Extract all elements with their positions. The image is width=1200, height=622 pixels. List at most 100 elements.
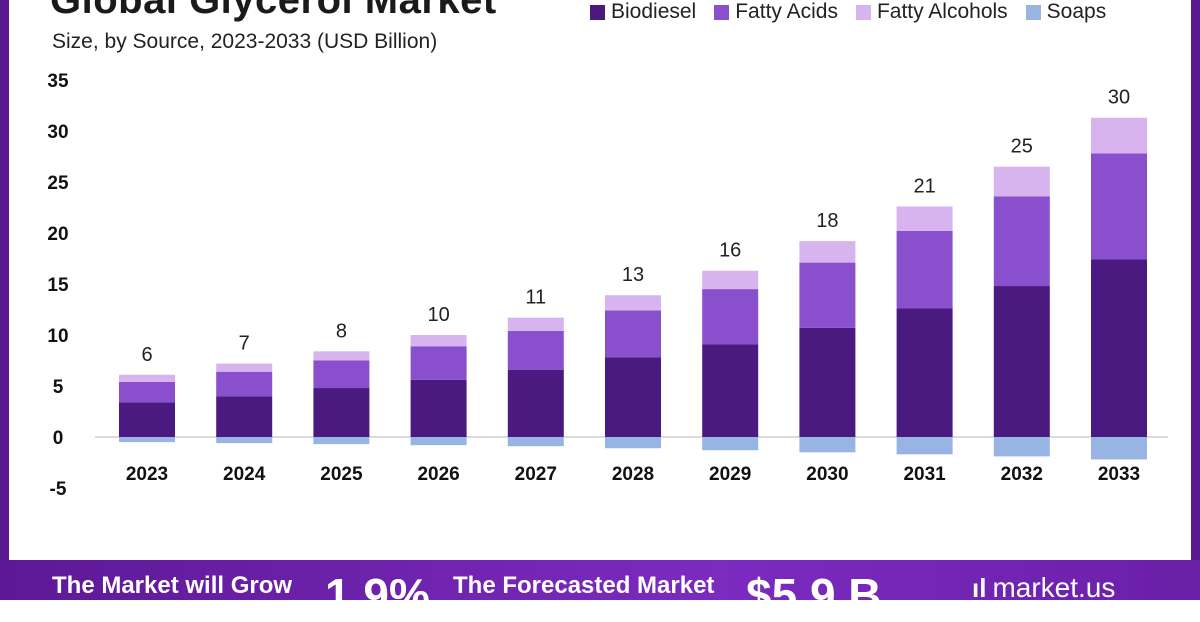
y-tick-label: 10 — [47, 326, 68, 347]
y-tick-label: 5 — [53, 377, 64, 398]
legend-item-soaps: Soaps — [1025, 0, 1107, 24]
bar-segment — [896, 308, 953, 437]
bar-total-label: 16 — [719, 240, 741, 262]
bar-chart-icon: ıl — [972, 572, 987, 603]
bar-segment — [896, 206, 953, 231]
bar-total-label: 7 — [239, 333, 250, 355]
legend-label-soaps: Soaps — [1046, 0, 1107, 23]
bar-segment — [605, 437, 661, 449]
bar-segment — [119, 381, 175, 403]
chart-legend: Biodiesel Fatty Acids Fatty Alcohols Soa… — [590, 0, 1106, 24]
y-tick-label: -5 — [50, 479, 67, 500]
bar-segment — [993, 196, 1050, 287]
legend-label-biodiesel: Biodiesel — [611, 0, 697, 23]
bar-segment — [1091, 117, 1147, 154]
legend-label-fatty-alcohols: Fatty Alcohols — [876, 0, 1008, 23]
bar-segment — [507, 369, 564, 437]
bar-segment — [507, 437, 564, 447]
bar-segment — [605, 310, 661, 358]
bar-segment — [702, 344, 759, 437]
legend-item-fatty-acids: Fatty Acids — [714, 0, 838, 24]
y-tick-label: 30 — [47, 122, 68, 143]
bar-total-label: 21 — [913, 175, 935, 197]
bar-segment — [702, 437, 759, 451]
legend-label-fatty-acids: Fatty Acids — [735, 0, 838, 23]
y-tick-label: 0 — [53, 428, 64, 449]
bar-segment — [313, 351, 370, 361]
y-tick-label: 20 — [47, 224, 68, 245]
bar-segment — [605, 295, 661, 311]
banner-grow-text: The Market will Grow — [52, 572, 293, 599]
bar-segment — [410, 346, 467, 380]
legend-item-fatty-alcohols: Fatty Alcohols — [855, 0, 1008, 24]
brand-name: market.us — [992, 572, 1116, 603]
right-frame-border — [1191, 0, 1200, 560]
bar-segment — [799, 262, 856, 328]
chart-title: Global Glycerol Market — [50, 0, 497, 22]
brand-logo: ıl market.us — [972, 572, 1115, 604]
y-tick-label: 25 — [47, 173, 69, 194]
banner-cagr-value: 1.9% — [325, 569, 430, 621]
x-tick-label: 2023 — [126, 464, 168, 485]
bar-segment — [1091, 259, 1147, 437]
bar-segment — [313, 388, 370, 437]
bar-segment — [993, 166, 1050, 197]
bar-segment — [313, 360, 370, 389]
bar-segment — [410, 335, 467, 347]
bottom-banner: The Market will Grow 1.9% The Forecasted… — [0, 560, 1200, 621]
bar-total-label: 13 — [622, 264, 644, 286]
y-tick-label: 35 — [47, 71, 69, 92]
bar-segment — [410, 379, 467, 437]
x-tick-label: 2031 — [903, 464, 946, 485]
chart-subtitle: Size, by Source, 2023-2033 (USD Billion) — [52, 30, 438, 53]
legend-item-biodiesel: Biodiesel — [590, 0, 696, 24]
bar-total-label: 25 — [1011, 136, 1033, 158]
bar-segment — [119, 437, 175, 443]
x-tick-label: 2030 — [806, 464, 848, 485]
x-tick-label: 2024 — [223, 464, 266, 485]
bar-total-label: 8 — [336, 320, 347, 342]
x-tick-label: 2032 — [1001, 464, 1043, 485]
x-tick-label: 2025 — [320, 464, 363, 485]
banner-forecast-text: The Forecasted Market — [453, 572, 715, 599]
bar-segment — [216, 396, 273, 437]
legend-swatch-fatty-acids — [714, 4, 730, 20]
x-tick-label: 2027 — [515, 464, 557, 485]
bar-total-label: 30 — [1108, 87, 1130, 109]
bar-segment — [1091, 153, 1147, 260]
bar-segment — [993, 286, 1050, 437]
x-tick-label: 2029 — [709, 464, 751, 485]
banner-forecast-value: $5.9 B — [746, 569, 882, 621]
legend-swatch-soaps — [1025, 4, 1041, 20]
left-frame-border — [0, 0, 9, 560]
bar-segment — [896, 437, 953, 455]
bar-segment — [702, 270, 759, 290]
bar-segment — [216, 363, 273, 372]
bar-total-label: 6 — [141, 344, 152, 366]
bar-segment — [216, 437, 273, 444]
bar-segment — [507, 317, 564, 331]
bar-segment — [799, 327, 856, 437]
bar-total-label: 18 — [816, 210, 838, 232]
bar-segment — [799, 437, 856, 453]
bar-segment — [507, 330, 564, 370]
bar-segment — [119, 402, 175, 437]
bar-segment — [1091, 437, 1147, 460]
bar-segment — [410, 437, 467, 446]
x-tick-label: 2026 — [417, 464, 459, 485]
legend-swatch-biodiesel — [590, 4, 605, 20]
x-tick-label: 2033 — [1098, 464, 1140, 485]
bar-segment — [313, 437, 370, 445]
stacked-bar-chart: 35 30 25 20 15 10 5 0 -5 6 2023 7 2024 8 2025 10 2026 11 2… — [47, 71, 1168, 500]
bar-segment — [799, 241, 856, 263]
bar-segment — [702, 289, 759, 345]
bar-segment — [119, 374, 175, 382]
bar-segment — [993, 437, 1050, 457]
y-tick-label: 15 — [47, 275, 69, 296]
x-tick-label: 2028 — [612, 464, 654, 485]
bar-segment — [605, 357, 661, 437]
bar-segment — [896, 230, 953, 309]
bar-total-label: 10 — [427, 304, 449, 326]
legend-swatch-fatty-alcohols — [855, 4, 871, 20]
bar-total-label: 11 — [525, 287, 546, 309]
